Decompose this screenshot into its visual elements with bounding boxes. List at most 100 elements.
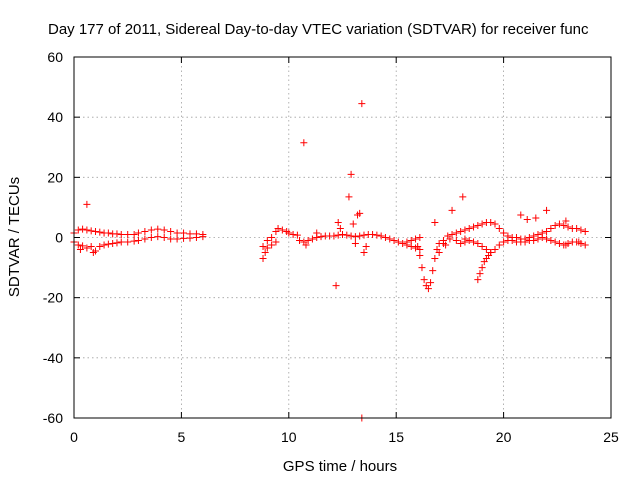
data-point [431,218,439,226]
data-point [459,193,467,201]
data-point [308,235,316,243]
data-point [360,249,368,257]
data-point [293,231,301,239]
data-point [562,241,570,249]
data-point [487,249,495,257]
data-point [89,249,97,257]
data-point [302,241,310,249]
data-point [418,264,426,272]
data-point [442,241,450,249]
grid [74,57,611,418]
x-tick-label: 0 [70,429,78,445]
data-point [555,240,563,248]
data-point [113,230,121,238]
data-point [517,211,525,219]
data-point [278,226,286,234]
data-point [407,243,415,251]
x-tick-label: 15 [388,429,404,445]
data-point [259,255,267,263]
data-point [109,240,117,248]
data-point [562,217,570,225]
data-point [482,246,490,254]
axis-ticks [73,56,612,419]
data-point [83,200,91,208]
data-point [457,227,465,235]
data-point [416,252,424,260]
x-tick-label: 10 [281,429,297,445]
series-sdtvar [70,100,589,422]
data-point [573,224,581,232]
x-tick-label: 20 [496,429,512,445]
data-point [500,229,508,237]
data-point [508,237,516,245]
data-point [192,234,200,241]
data-point [160,226,168,234]
data-point [446,235,454,243]
data-point [362,243,370,251]
data-point [351,240,359,248]
data-point [356,232,364,240]
data-point [186,234,194,242]
data-point [461,226,469,234]
data-point [547,237,555,245]
data-point [523,215,531,223]
data-point [330,232,338,240]
data-point [478,264,486,272]
data-point [117,230,125,238]
data-point [100,241,108,249]
data-point [407,237,415,245]
data-point [351,233,359,241]
data-point [300,139,308,147]
data-point [360,231,368,239]
data-point [130,230,138,238]
data-point [476,270,484,278]
data-point [268,234,276,241]
y-tick-label: 0 [55,230,63,246]
data-point [399,240,407,248]
data-point [543,206,551,214]
tick-labels: 0 5 10 15 20 25 -60 -40 -20 0 20 40 60 [43,49,619,445]
data-point [141,235,149,243]
data-point [373,231,381,239]
data-point [478,243,486,251]
data-point [167,235,175,243]
data-point [147,226,155,234]
data-point [124,230,132,238]
data-point [296,237,304,245]
data-point [83,244,91,252]
data-point [87,243,95,251]
chart-title: Day 177 of 2011, Sidereal Day-to-day VTE… [48,21,589,38]
y-tick-label: 60 [47,49,63,65]
y-axis-label: SDTVAR / TECUs [6,177,23,297]
data-point [74,226,82,234]
data-point [317,233,325,241]
data-point [452,237,460,245]
data-point [334,231,342,239]
data-point [412,235,420,243]
data-point [431,255,439,263]
data-point [575,238,583,246]
data-point [538,234,546,241]
data-point [74,241,82,249]
data-point [87,227,95,235]
data-point [134,237,142,245]
data-point [173,235,181,243]
data-point [465,224,473,232]
data-point [495,241,503,249]
data-point [79,242,87,250]
data-point [160,234,168,241]
data-point [577,226,585,234]
data-point [91,227,99,235]
data-point [543,235,551,243]
data-point [263,237,271,245]
data-point [448,230,456,238]
data-point [79,225,87,233]
data-point [581,241,589,249]
data-point [394,238,402,246]
data-point [268,241,276,249]
data-point [274,224,282,232]
data-point [147,234,155,241]
x-tick-label: 5 [178,429,186,445]
data-point [154,225,162,233]
